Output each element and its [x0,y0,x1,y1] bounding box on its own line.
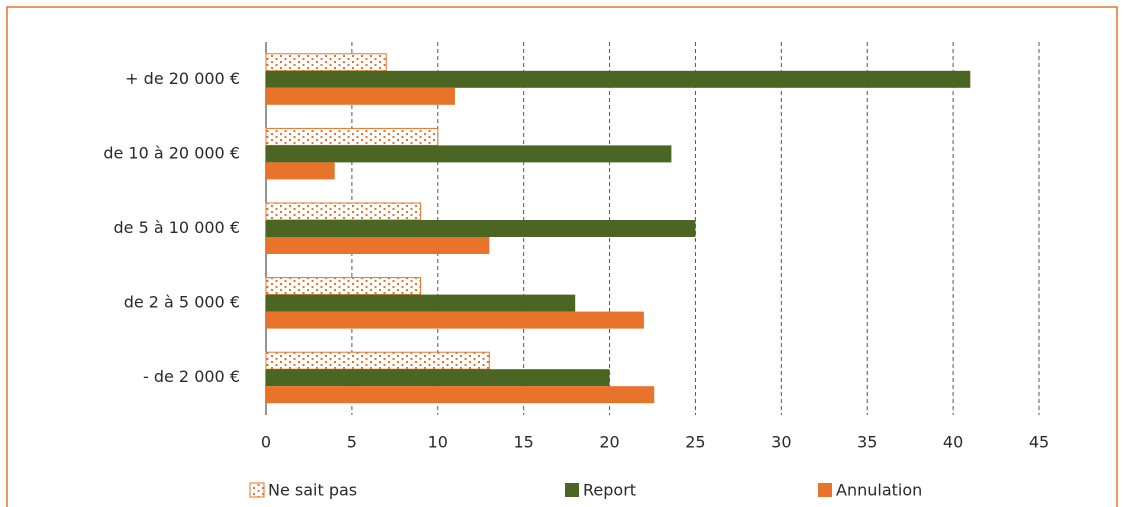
bar [266,220,696,237]
bar [266,237,490,254]
x-tick-label: 35 [857,433,877,452]
bar [266,369,610,387]
bar [266,386,655,404]
legend-label: Report [583,481,636,500]
y-tick-label: de 10 à 20 000 € [103,143,240,162]
x-tick-label: 15 [513,433,533,452]
legend-label: Annulation [836,481,922,500]
bar [266,70,971,88]
bar [266,311,644,329]
legend-swatch [249,482,265,498]
bar [266,87,455,105]
x-tick-label: 10 [428,433,448,452]
legend-label: Ne sait pas [268,481,357,500]
legend-swatch [565,483,579,497]
x-tick-label: 20 [599,433,619,452]
x-tick-label: 45 [1029,433,1049,452]
bar [265,351,490,370]
y-tick-label: de 5 à 10 000 € [114,218,241,237]
bar [265,277,422,296]
bar [265,202,422,221]
x-tick-label: 30 [771,433,791,452]
bar [266,162,335,180]
y-tick-label: de 2 à 5 000 € [124,293,240,312]
legend-swatch [818,483,832,497]
x-tick-label: 25 [685,433,705,452]
y-tick-label: + de 20 000 € [125,69,240,88]
bar [266,145,672,163]
frame [6,6,1118,507]
x-tick-label: 5 [347,433,357,452]
bar [265,53,387,72]
bar [266,294,576,312]
x-tick-label: 40 [943,433,963,452]
bar [265,127,439,146]
x-tick-label: 0 [261,433,271,452]
y-tick-label: - de 2 000 € [143,367,240,386]
